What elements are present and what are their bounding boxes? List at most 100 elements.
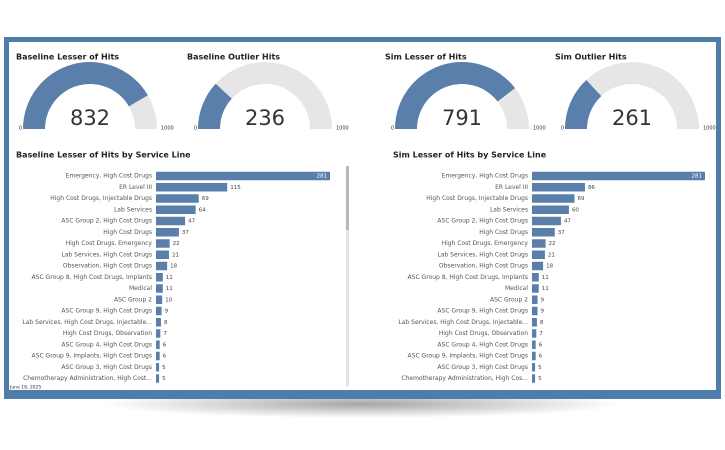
gauge-title: Baseline Lesser of Hits <box>16 53 119 62</box>
category-label: Medical <box>129 285 152 292</box>
data-label: 5 <box>538 365 542 371</box>
category-label: ASC Group 4, High Cost Drugs <box>61 341 152 348</box>
category-label: Lab Services, High Cost Drugs, Injectabl… <box>398 319 528 326</box>
bar <box>532 239 546 248</box>
gauge-value: 832 <box>70 106 110 130</box>
bar <box>532 329 537 338</box>
bar <box>156 239 170 248</box>
scrollbar <box>346 166 349 230</box>
data-label: 11 <box>542 275 549 281</box>
category-label: Lab Services <box>114 206 152 213</box>
data-label: 37 <box>558 230 565 236</box>
bar <box>532 340 536 349</box>
gauge-min: 0 <box>194 126 197 132</box>
data-label: 69 <box>202 196 209 202</box>
data-label: 10 <box>165 297 172 303</box>
category-label: ASC Group 3, High Cost Drugs <box>437 364 528 371</box>
data-label: 18 <box>170 264 177 270</box>
data-label: 37 <box>182 230 189 236</box>
bar <box>156 261 168 271</box>
data-label: 60 <box>572 207 579 213</box>
category-label: High Cost Drugs, Injectable Drugs <box>426 195 528 202</box>
bar <box>156 351 160 361</box>
data-label: 22 <box>173 241 180 247</box>
category-label: ASC Group 8, High Cost Drugs, Implants <box>32 274 152 281</box>
data-label: 9 <box>541 309 545 315</box>
bar <box>532 171 705 181</box>
bar <box>532 351 536 361</box>
data-label: 7 <box>539 331 543 337</box>
data-label: 281 <box>317 174 328 180</box>
data-label: 9 <box>165 309 169 315</box>
category-label: ASC Group 2 <box>114 296 152 303</box>
data-label: 21 <box>548 252 555 258</box>
data-label: 22 <box>549 241 556 247</box>
bar <box>532 183 585 192</box>
bar <box>156 205 196 214</box>
bar <box>532 284 539 293</box>
bar <box>156 329 161 338</box>
bar <box>532 273 539 282</box>
gauge-fill <box>198 83 232 129</box>
category-label: Observation, High Cost Drugs <box>439 263 528 270</box>
bar <box>532 306 538 316</box>
gauge-track <box>565 62 699 129</box>
bar <box>532 250 545 259</box>
gauge-min: 0 <box>391 126 394 132</box>
category-label: ASC Group 9, Implants, High Cost Drugs <box>32 353 152 360</box>
category-label: High Cost Drugs, Observation <box>439 330 528 337</box>
bar <box>532 295 538 304</box>
category-label: ASC Group 2, High Cost Drugs <box>437 218 528 225</box>
category-label: ASC Group 9, High Cost Drugs <box>61 308 152 315</box>
bar <box>156 295 163 304</box>
gauge-max: 1000 <box>336 126 349 132</box>
category-label: Chemotherapy Administration, High Cos... <box>401 375 528 382</box>
category-label: High Cost Drugs, Emergency <box>66 240 153 247</box>
bar <box>532 194 575 203</box>
category-label: Emergency, High Cost Drugs <box>442 173 528 180</box>
data-label: 7 <box>163 331 167 337</box>
scroll-track <box>346 166 349 386</box>
category-label: High Cost Drugs <box>103 229 152 236</box>
category-label: High Cost Drugs, Observation <box>63 330 152 337</box>
bar <box>532 216 561 226</box>
gauge-fill <box>565 80 602 129</box>
category-label: High Cost Drugs <box>479 229 528 236</box>
gauge-title: Sim Outlier Hits <box>555 53 627 62</box>
data-label: 6 <box>539 354 543 360</box>
bar <box>156 216 186 226</box>
bar <box>156 183 228 192</box>
bar <box>156 284 163 293</box>
gauge-value: 236 <box>245 106 285 130</box>
gauge-value: 791 <box>442 106 482 130</box>
data-label: 5 <box>162 376 166 382</box>
data-label: 6 <box>163 342 167 348</box>
data-label: 5 <box>162 365 166 371</box>
data-label: 6 <box>539 342 543 348</box>
category-label: Chemotherapy Administration, High Cost..… <box>23 375 152 382</box>
data-label: 47 <box>564 219 571 225</box>
category-label: ER Level III <box>495 184 528 191</box>
bar <box>156 171 330 181</box>
category-label: ER Level III <box>119 184 152 191</box>
data-label: 6 <box>163 354 167 360</box>
data-label: 11 <box>166 275 173 281</box>
bar <box>156 194 199 203</box>
gauge-title: Baseline Outlier Hits <box>187 53 280 62</box>
category-label: High Cost Drugs, Emergency <box>442 240 529 247</box>
category-label: Lab Services, High Cost Drugs, Injectabl… <box>22 319 152 326</box>
category-label: Observation, High Cost Drugs <box>63 263 152 270</box>
gauge-min: 0 <box>19 126 22 132</box>
data-label: 281 <box>692 174 703 180</box>
gauge-track <box>198 62 332 129</box>
bar <box>532 228 555 237</box>
data-label: 5 <box>538 376 542 382</box>
data-label: 115 <box>230 185 241 191</box>
bar <box>156 250 170 259</box>
date-stamp: June 18, 2025 <box>9 385 41 391</box>
panel <box>9 42 716 390</box>
bar <box>156 374 160 383</box>
category-label: ASC Group 4, High Cost Drugs <box>437 341 528 348</box>
